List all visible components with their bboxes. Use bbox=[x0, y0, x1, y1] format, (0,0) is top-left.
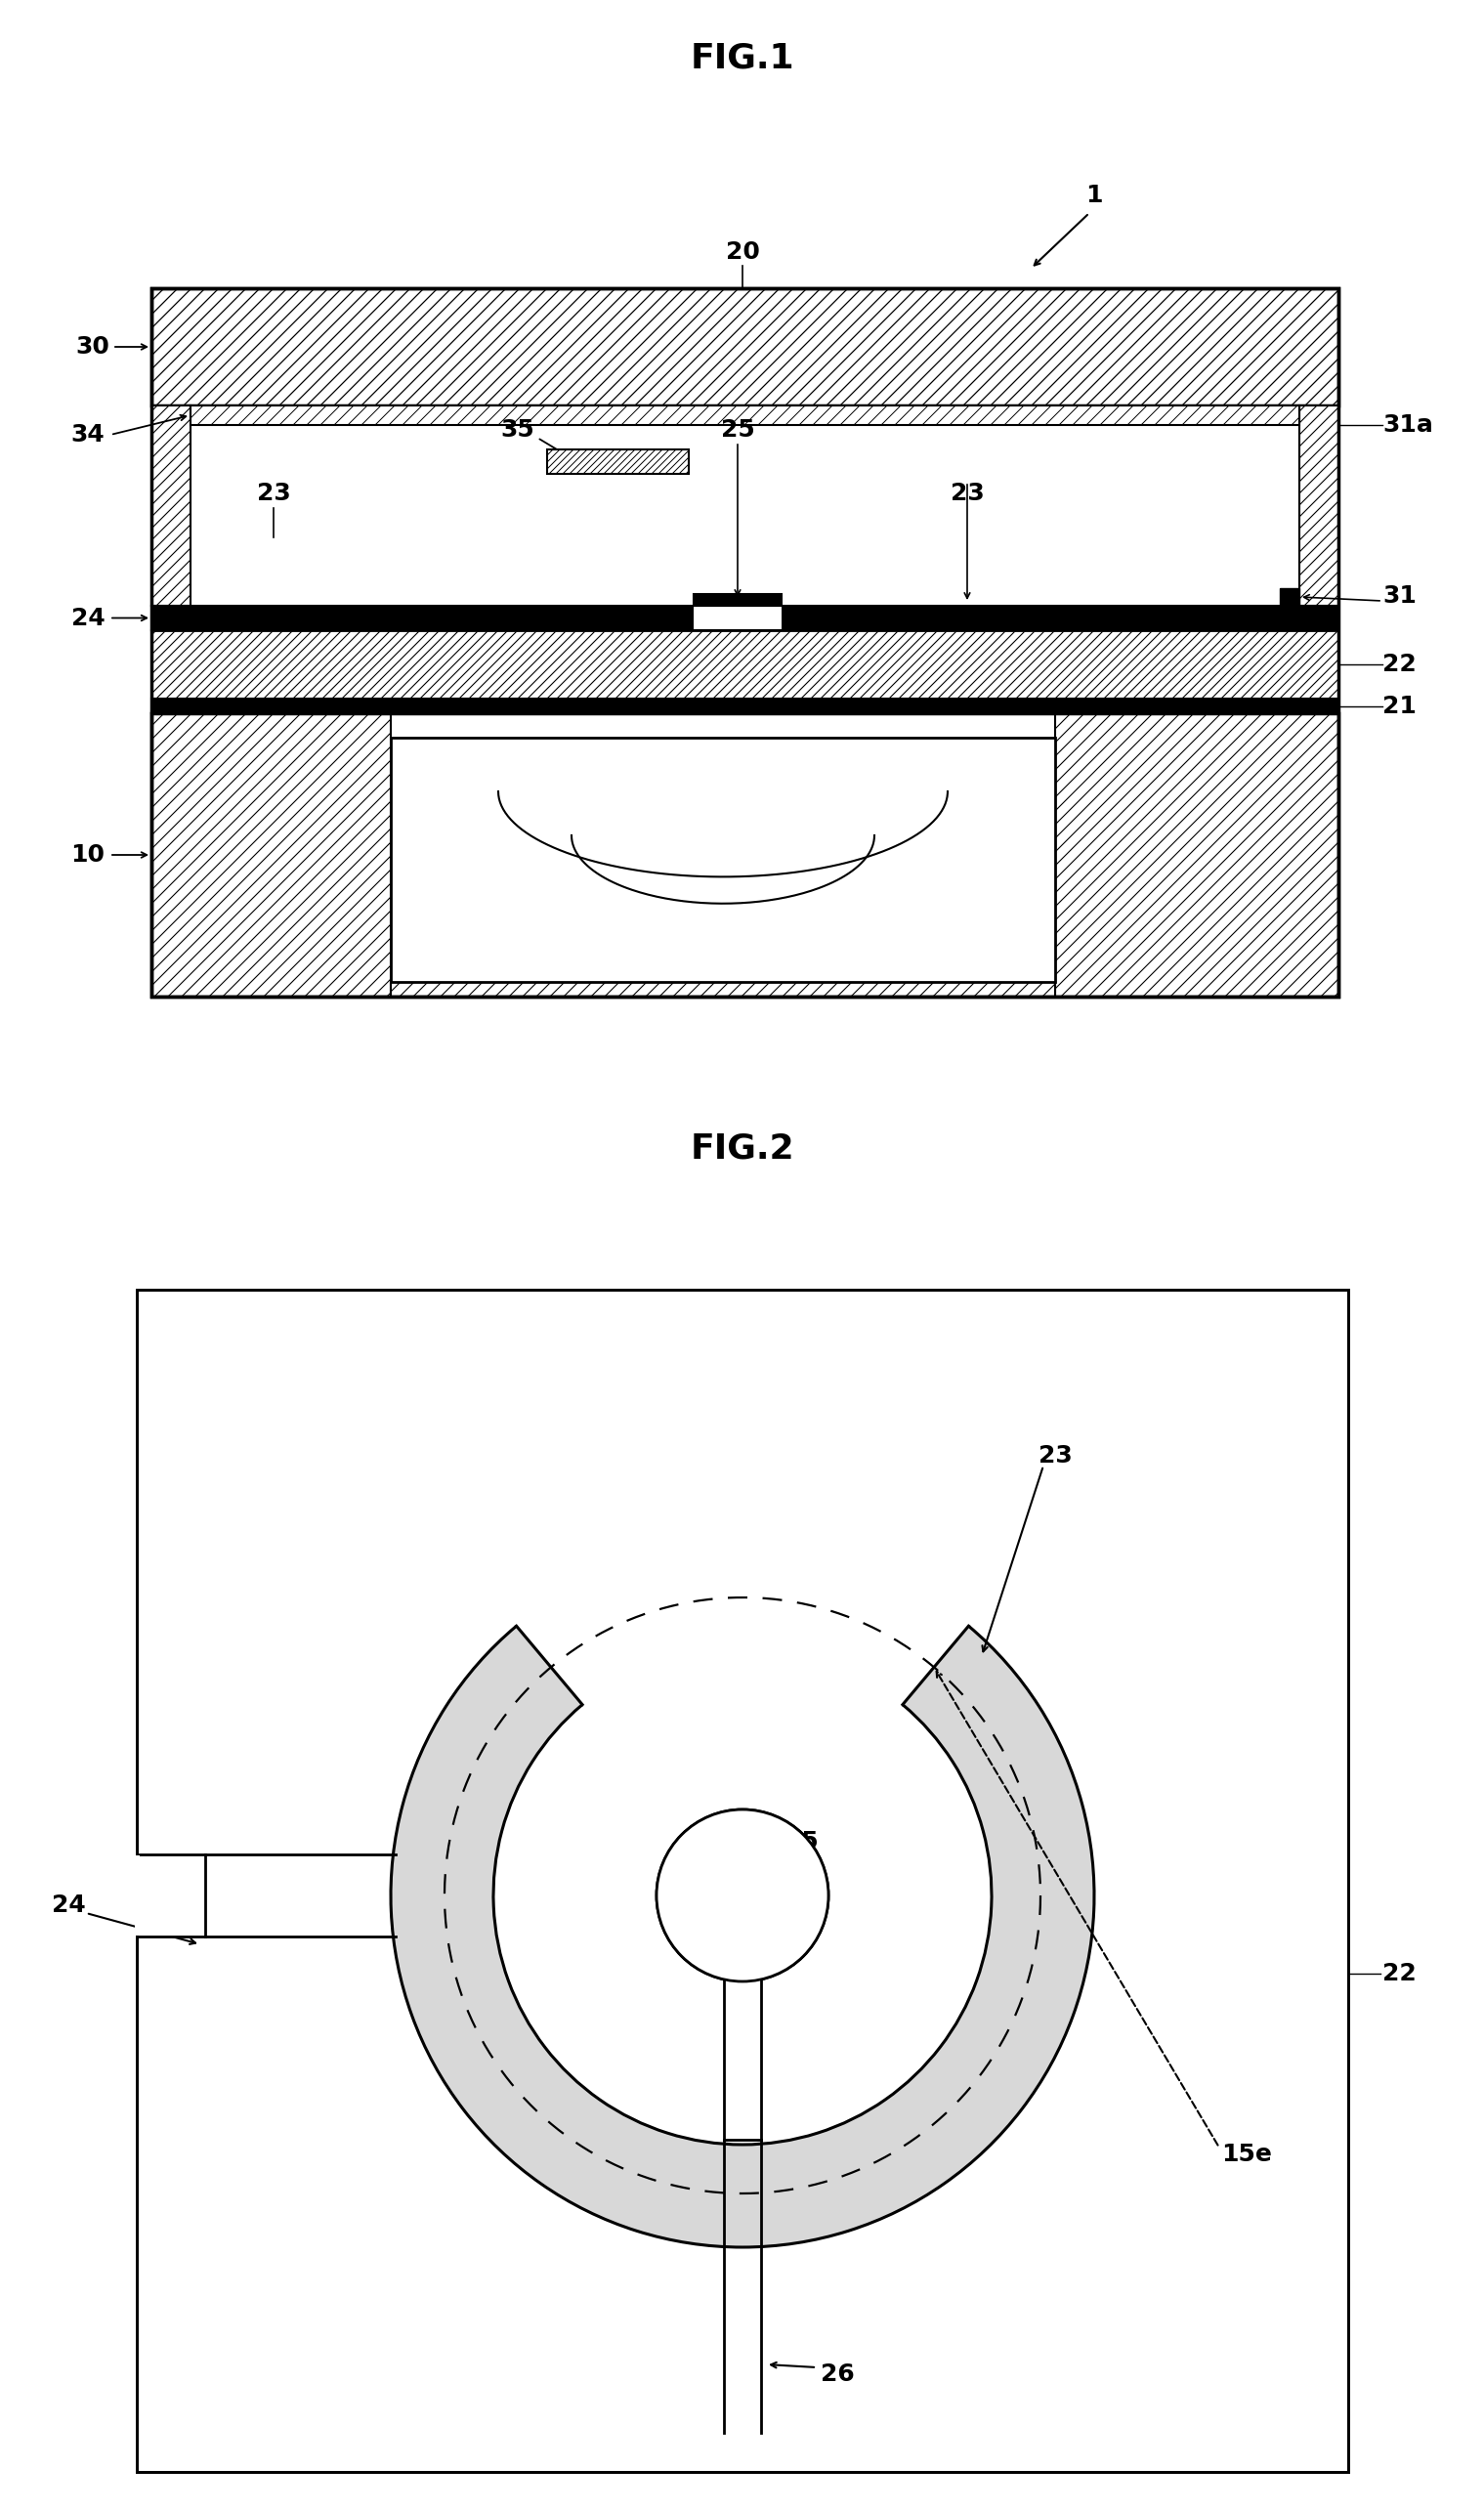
Bar bbox=[693, 595, 782, 605]
Bar bbox=[151, 713, 390, 997]
Bar bbox=[151, 713, 1339, 997]
Bar bbox=[782, 605, 1339, 630]
Text: 30: 30 bbox=[76, 334, 110, 359]
Bar bbox=[1300, 404, 1339, 605]
Circle shape bbox=[656, 1810, 828, 1981]
Bar bbox=[151, 698, 1339, 713]
Bar bbox=[390, 982, 1055, 997]
Bar bbox=[390, 738, 1055, 982]
Text: 22: 22 bbox=[1383, 1961, 1416, 1986]
Bar bbox=[1055, 713, 1339, 997]
Text: 31a: 31a bbox=[1383, 414, 1434, 437]
Bar bbox=[151, 605, 693, 630]
Text: 16: 16 bbox=[706, 911, 741, 934]
Text: 23: 23 bbox=[257, 482, 291, 505]
Text: 26: 26 bbox=[821, 2363, 855, 2385]
Circle shape bbox=[656, 1810, 828, 1981]
Bar bbox=[151, 630, 1339, 698]
Text: 15a: 15a bbox=[640, 839, 690, 861]
Wedge shape bbox=[513, 1539, 972, 1707]
Bar bbox=[151, 289, 1339, 404]
Text: 20: 20 bbox=[726, 241, 760, 264]
Bar bbox=[137, 1291, 1347, 2471]
Text: 1: 1 bbox=[1086, 183, 1103, 206]
Text: 15e: 15e bbox=[1221, 2142, 1272, 2167]
Bar bbox=[724, 1969, 761, 2139]
Text: 25: 25 bbox=[784, 1831, 818, 1853]
Bar bbox=[135, 1856, 208, 1936]
Text: 25: 25 bbox=[721, 419, 754, 442]
Text: 23: 23 bbox=[950, 482, 984, 505]
Text: 22: 22 bbox=[1383, 653, 1416, 675]
Text: FIG.2: FIG.2 bbox=[690, 1132, 794, 1165]
Text: 24: 24 bbox=[52, 1893, 86, 1916]
Bar bbox=[390, 738, 1055, 982]
Bar bbox=[151, 404, 190, 605]
Bar bbox=[151, 289, 1339, 997]
Bar bbox=[1279, 588, 1300, 605]
Text: 23: 23 bbox=[1039, 1444, 1071, 1466]
Bar bbox=[137, 1291, 1347, 2471]
Text: 10: 10 bbox=[71, 844, 105, 866]
Bar bbox=[190, 404, 1300, 424]
Bar bbox=[137, 1856, 139, 1936]
Text: 35: 35 bbox=[500, 419, 534, 442]
Text: 34: 34 bbox=[71, 422, 105, 447]
Text: 31: 31 bbox=[1383, 585, 1416, 608]
Wedge shape bbox=[390, 1544, 1094, 2247]
Text: FIG.1: FIG.1 bbox=[690, 43, 794, 75]
Text: 24: 24 bbox=[71, 605, 105, 630]
Text: 21: 21 bbox=[1383, 693, 1416, 718]
Bar bbox=[548, 449, 689, 475]
